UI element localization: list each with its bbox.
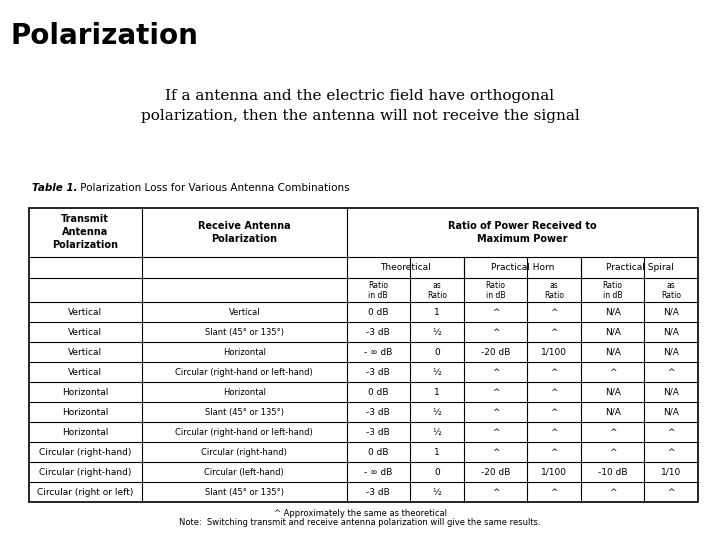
Text: ^: ^ (667, 368, 675, 377)
Text: Polarization Loss for Various Antenna Combinations: Polarization Loss for Various Antenna Co… (77, 183, 350, 193)
Text: ½: ½ (433, 428, 441, 437)
Text: - ∞ dB: - ∞ dB (364, 348, 392, 357)
Text: 0 dB: 0 dB (368, 448, 389, 457)
Text: Receive Antenna
Polarization: Receive Antenna Polarization (198, 221, 291, 244)
Text: 0: 0 (434, 468, 440, 477)
Text: Circular (right-hand or left-hand): Circular (right-hand or left-hand) (176, 368, 313, 377)
Text: ^: ^ (492, 328, 499, 337)
Text: ^: ^ (609, 448, 616, 457)
Text: 0: 0 (434, 348, 440, 357)
Text: ^: ^ (492, 388, 499, 397)
Text: Circular (right-hand): Circular (right-hand) (39, 448, 132, 457)
Text: Note:  Switching transmit and receive antenna polarization will give the same re: Note: Switching transmit and receive ant… (179, 518, 541, 528)
Text: Horizontal: Horizontal (62, 428, 109, 437)
Text: as
Ratio: as Ratio (661, 281, 681, 300)
Text: Vertical: Vertical (68, 348, 102, 357)
Text: as
Ratio: as Ratio (427, 281, 447, 300)
Text: Circular (right-hand or left-hand): Circular (right-hand or left-hand) (176, 428, 313, 437)
Text: ^: ^ (550, 428, 558, 437)
Text: Transmit
Antenna
Polarization: Transmit Antenna Polarization (53, 214, 118, 251)
Text: Horizontal: Horizontal (222, 348, 266, 357)
Text: Table 1.: Table 1. (32, 183, 78, 193)
Text: ^: ^ (609, 368, 616, 377)
Text: Vertical: Vertical (68, 308, 102, 317)
Text: 1/10: 1/10 (661, 468, 681, 477)
Text: -20 dB: -20 dB (481, 468, 510, 477)
Text: N/A: N/A (663, 408, 679, 417)
Text: N/A: N/A (605, 308, 621, 317)
Text: Vertical: Vertical (68, 328, 102, 337)
Text: -3 dB: -3 dB (366, 328, 390, 337)
Text: 1: 1 (434, 388, 440, 397)
Text: Slant (45° or 135°): Slant (45° or 135°) (204, 408, 284, 417)
Text: ^: ^ (609, 428, 616, 437)
Text: ^: ^ (492, 368, 499, 377)
Text: -10 dB: -10 dB (598, 468, 627, 477)
Text: ^: ^ (550, 308, 558, 317)
Text: 0 dB: 0 dB (368, 388, 389, 397)
Text: ^: ^ (492, 408, 499, 417)
Text: Circular (right-hand): Circular (right-hand) (39, 468, 132, 477)
Text: ^: ^ (492, 448, 499, 457)
Text: Slant (45° or 135°): Slant (45° or 135°) (204, 488, 284, 497)
Text: Vertical: Vertical (68, 368, 102, 377)
Text: Slant (45° or 135°): Slant (45° or 135°) (204, 328, 284, 337)
Text: Ratio
in dB: Ratio in dB (485, 281, 505, 300)
Text: N/A: N/A (605, 328, 621, 337)
Text: ½: ½ (433, 328, 441, 337)
Text: ^: ^ (550, 368, 558, 377)
Text: ½: ½ (433, 368, 441, 377)
Text: N/A: N/A (663, 388, 679, 397)
Text: ^: ^ (550, 388, 558, 397)
Text: ^: ^ (550, 408, 558, 417)
Text: Ratio
in dB: Ratio in dB (368, 281, 388, 300)
Text: as
Ratio: as Ratio (544, 281, 564, 300)
Text: Practical Spiral: Practical Spiral (606, 263, 674, 272)
Text: 1/100: 1/100 (541, 468, 567, 477)
Text: ^: ^ (492, 308, 499, 317)
Text: ^: ^ (550, 328, 558, 337)
Text: Practical Horn: Practical Horn (491, 263, 554, 272)
Text: 0 dB: 0 dB (368, 308, 389, 317)
Text: Horizontal: Horizontal (62, 388, 109, 397)
Text: -3 dB: -3 dB (366, 488, 390, 497)
Text: 1: 1 (434, 448, 440, 457)
Text: ^: ^ (492, 488, 499, 497)
Text: If a antenna and the electric field have orthogonal
polarization, then the anten: If a antenna and the electric field have… (140, 89, 580, 123)
Text: ^: ^ (667, 428, 675, 437)
Text: Circular (left-hand): Circular (left-hand) (204, 468, 284, 477)
Text: N/A: N/A (663, 308, 679, 317)
Text: N/A: N/A (663, 348, 679, 357)
Text: -3 dB: -3 dB (366, 428, 390, 437)
Text: 1/100: 1/100 (541, 348, 567, 357)
Text: ^: ^ (492, 428, 499, 437)
Text: 1: 1 (434, 308, 440, 317)
Text: -3 dB: -3 dB (366, 368, 390, 377)
Text: -3 dB: -3 dB (366, 408, 390, 417)
Text: Circular (right or left): Circular (right or left) (37, 488, 133, 497)
Text: Horizontal: Horizontal (62, 408, 109, 417)
Text: Ratio
in dB: Ratio in dB (603, 281, 623, 300)
Bar (29, 208, 698, 502)
Text: Horizontal: Horizontal (222, 388, 266, 397)
Text: -20 dB: -20 dB (481, 348, 510, 357)
Text: ^: ^ (550, 488, 558, 497)
Text: ^: ^ (667, 448, 675, 457)
Text: ^: ^ (609, 488, 616, 497)
Text: N/A: N/A (605, 348, 621, 357)
Text: N/A: N/A (605, 388, 621, 397)
Text: Vertical: Vertical (228, 308, 260, 317)
Text: ½: ½ (433, 488, 441, 497)
Text: ^ Approximately the same as theoretical: ^ Approximately the same as theoretical (274, 509, 446, 518)
Text: Ratio of Power Received to
Maximum Power: Ratio of Power Received to Maximum Power (449, 221, 597, 244)
Text: Polarization: Polarization (11, 22, 199, 50)
Text: N/A: N/A (605, 408, 621, 417)
Text: Theoretical: Theoretical (380, 263, 431, 272)
Text: ½: ½ (433, 408, 441, 417)
Text: ^: ^ (550, 448, 558, 457)
Text: Circular (right-hand): Circular (right-hand) (202, 448, 287, 457)
Text: - ∞ dB: - ∞ dB (364, 468, 392, 477)
Text: ^: ^ (667, 488, 675, 497)
Text: N/A: N/A (663, 328, 679, 337)
